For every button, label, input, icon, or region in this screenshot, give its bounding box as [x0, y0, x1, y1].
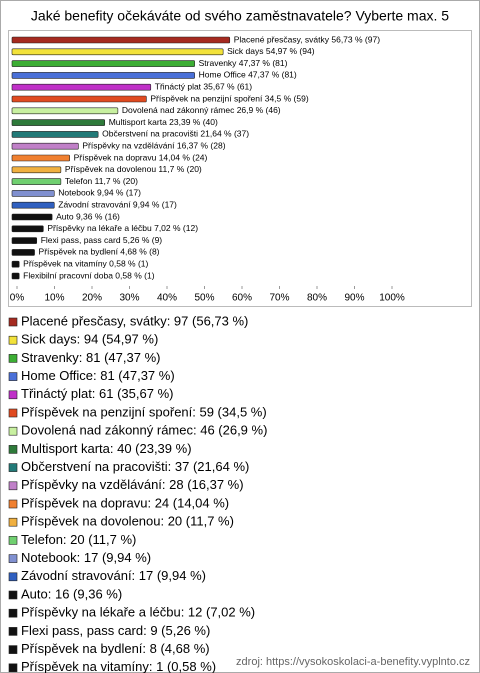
bar: [11, 131, 99, 138]
legend-swatch: [8, 627, 18, 636]
x-tick-label: 90%: [344, 293, 364, 304]
legend-label: Flexi pass, pass card: 9 (5,26 %): [21, 623, 210, 638]
legend-label: Telefon: 20 (11,7 %): [21, 532, 136, 547]
legend-swatch: [8, 481, 18, 491]
x-tick-label: 70%: [269, 293, 289, 304]
bar-label: Příspěvky na vzdělávání 16,37 % (28): [82, 140, 225, 150]
legend-label: Závodní stravování: 17 (9,94 %): [21, 568, 206, 583]
legend-label: Příspěvek na penzijní spoření: 59 (34,5 …: [21, 404, 267, 419]
bar: [11, 154, 70, 162]
bar-label: Dovolená nad zákonný rámec 26,9 % (46): [122, 105, 281, 115]
bar-label: Příspěvek na dovolenou 11,7 % (20): [65, 164, 202, 174]
bar: [11, 72, 195, 79]
x-tick-label: 60%: [232, 293, 252, 304]
bar-label: Home Office 47,37 % (81): [199, 70, 297, 80]
bar-label: Notebook 9,94 % (17): [58, 188, 141, 198]
legend-swatch: [8, 590, 18, 600]
x-tick-label: 40%: [157, 293, 177, 304]
x-tick-label: 30%: [119, 293, 139, 304]
legend-label: Stravenky: 81 (47,37 %): [21, 350, 160, 365]
bar-label: Flexibilní pracovní doba 0,58 % (1): [23, 270, 155, 280]
bar: [11, 249, 35, 256]
legend-label: Občerstvení na pracovišti: 37 (21,64 %): [21, 459, 249, 474]
bar-label: Auto 9,36 % (16): [56, 211, 120, 221]
legend-label: Sick days: 94 (54,97 %): [21, 332, 158, 347]
bar: [11, 225, 44, 233]
legend-label: Třináctý plat: 61 (35,67 %): [21, 386, 173, 401]
bar: [11, 48, 224, 56]
bar-label: Třináctý plat 35,67 % (61): [155, 81, 252, 91]
bar-label: Příspěvek na bydlení 4,68 % (8): [39, 247, 160, 257]
bar-label: Flexi pass, pass card 5,26 % (9): [41, 235, 163, 245]
legend-swatch: [8, 445, 18, 454]
bar-label: Příspěvek na dopravu 14,04 % (24): [74, 152, 208, 162]
legend-label: Multisport karta: 40 (23,39 %): [21, 441, 192, 456]
legend-label: Auto: 16 (9,36 %): [21, 586, 122, 601]
legend-swatch: [8, 536, 18, 545]
legend-swatch: [8, 608, 18, 618]
bar: [11, 201, 55, 209]
legend-label: Home Office: 81 (47,37 %): [21, 368, 175, 383]
legend-label: Příspěvek na bydlení: 8 (4,68 %): [21, 641, 210, 656]
bar-label: Občerstvení na pracovišti 21,64 % (37): [102, 129, 249, 139]
source: zdroj: https://vysokoskolaci-a-benefity.…: [236, 656, 470, 668]
bar-label: Závodní stravování 9,94 % (17): [58, 199, 177, 209]
bar-label: Stravenky 47,37 % (81): [199, 58, 288, 68]
legend-swatch: [8, 554, 18, 563]
legend-label: Placené přesčasy, svátky: 97 (56,73 %): [21, 313, 248, 328]
bar-label: Příspěvek na penzijní spoření 34,5 % (59…: [150, 93, 308, 103]
bar: [11, 36, 231, 44]
x-tick-label: 0%: [10, 293, 25, 304]
legend-label: Dovolená nad zákonný rámec: 46 (26,9 %): [21, 423, 267, 438]
bar: [11, 237, 38, 244]
bar: [11, 272, 20, 280]
bar: [11, 213, 53, 221]
legend-swatch: [8, 499, 18, 509]
bar: [11, 119, 106, 126]
legend-label: Notebook: 17 (9,94 %): [21, 550, 151, 565]
bar-label: Placené přesčasy, svátky 56,73 % (97): [234, 34, 380, 44]
legend-label: Příspěvek na dopravu: 24 (14,04 %): [21, 495, 229, 510]
bar: [11, 107, 119, 115]
legend-swatch: [8, 335, 18, 345]
bar: [11, 260, 20, 268]
legend-label: Příspěvky na vzdělávání: 28 (16,37 %): [21, 477, 244, 492]
bar-label: Příspěvky na lékaře a léčbu 7,02 % (12): [47, 223, 198, 233]
chart-title: Jaké benefity očekáváte od svého zaměstn…: [31, 8, 449, 24]
legend-swatch: [8, 372, 18, 381]
x-tick-label: 10%: [44, 293, 64, 304]
legend-label: Příspěvek na vitamíny: 1 (0,58 %): [21, 659, 216, 673]
legend-swatch: [8, 517, 18, 527]
bar-label: Sick days 54,97 % (94): [227, 46, 315, 56]
legend-swatch: [8, 463, 18, 472]
legend-swatch: [8, 408, 18, 418]
x-tick-label: 100%: [379, 293, 405, 304]
bar-label: Telefon 11,7 % (20): [65, 176, 138, 186]
x-tick-label: 20%: [82, 293, 102, 304]
legend-swatch: [8, 354, 18, 363]
legend-swatch: [8, 390, 18, 400]
legend-swatch: [8, 663, 18, 673]
bar: [11, 60, 195, 67]
legend-swatch: [8, 426, 18, 436]
x-tick-label: 50%: [194, 293, 214, 304]
legend-label: Příspěvky na lékaře a léčbu: 12 (7,02 %): [21, 605, 255, 620]
bar: [11, 190, 55, 197]
bar-label: Multisport karta 23,39 % (40): [109, 117, 218, 127]
bar-label: Příspěvek na vitamíny 0,58 % (1): [23, 258, 148, 268]
legend-swatch: [8, 645, 18, 654]
bar: [11, 178, 62, 185]
bar: [11, 83, 152, 91]
bar: [11, 166, 62, 174]
legend-swatch: [8, 572, 18, 582]
legend-label: Příspěvek na dovolenou: 20 (11,7 %): [21, 514, 234, 529]
bar: [11, 95, 147, 103]
bar: [11, 142, 79, 150]
x-tick-label: 80%: [307, 293, 327, 304]
legend-swatch: [8, 317, 18, 327]
